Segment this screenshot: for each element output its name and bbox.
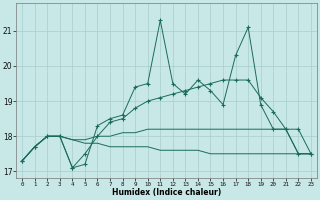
X-axis label: Humidex (Indice chaleur): Humidex (Indice chaleur) — [112, 188, 221, 197]
